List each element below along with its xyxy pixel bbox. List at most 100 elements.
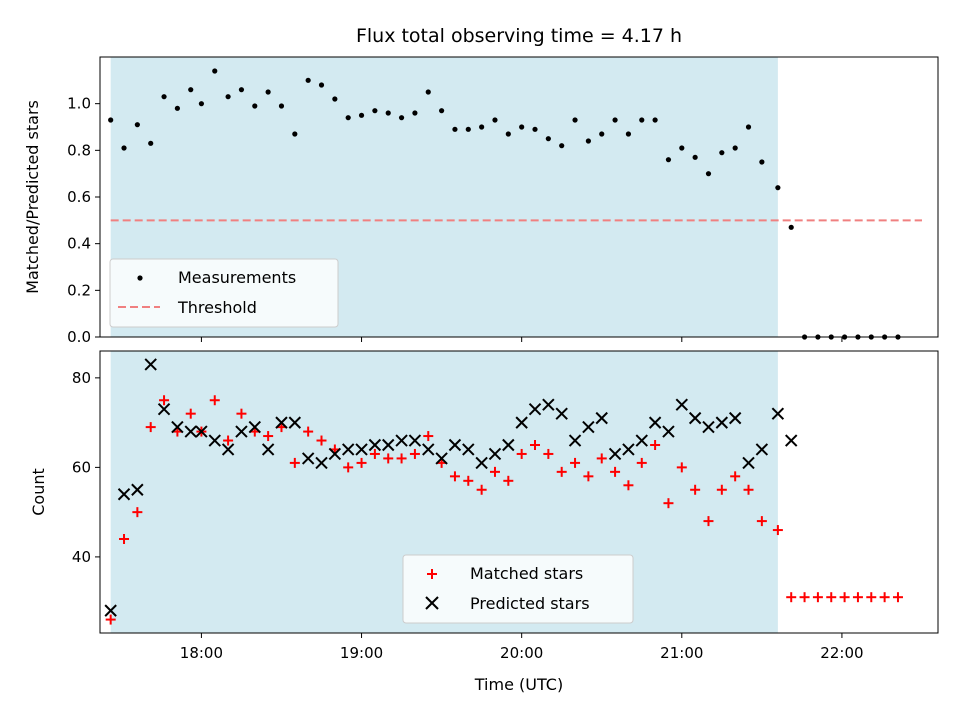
matched-star-point — [716, 484, 727, 495]
measurement-point — [775, 185, 781, 191]
predicted-star-point — [515, 416, 528, 429]
x-tick-label: 19:00 — [340, 644, 383, 662]
predicted-star-point — [117, 488, 131, 501]
ratio-x-ticks — [200, 337, 843, 342]
measurement-point — [412, 110, 418, 116]
predicted-star-point — [702, 420, 715, 434]
predicted-star-point — [368, 438, 382, 452]
matched-star-point — [516, 448, 527, 459]
predicted-star-point — [355, 443, 368, 456]
measurement-point — [479, 124, 485, 130]
count-legend: Matched stars Predicted stars — [402, 554, 634, 624]
count-y-ticks: 40 60 80 — [72, 369, 100, 566]
predicted-star-point — [195, 425, 208, 438]
count-x-ticks: 18:00 19:00 20:00 21:00 22:00 — [180, 633, 864, 662]
measurement-point — [732, 145, 738, 151]
measurement-point — [238, 87, 245, 93]
y-tick-label: 1.0 — [67, 95, 91, 113]
measurement-point — [612, 117, 618, 123]
predicted-star-point — [395, 434, 408, 447]
measurement-point — [639, 117, 645, 123]
matched-star-point — [892, 592, 903, 603]
predicted-star-point — [715, 416, 729, 429]
count-y-axis-label: Count — [29, 468, 48, 516]
measurement-point — [332, 96, 338, 102]
predicted-star-point — [221, 443, 235, 456]
matched-star-point — [159, 395, 170, 406]
measurement-point — [679, 145, 685, 151]
matched-star-point — [826, 592, 837, 603]
measurement-point — [759, 159, 765, 165]
predicted-star-point — [662, 425, 675, 438]
matched-star-point — [839, 592, 850, 603]
matched-star-point — [409, 448, 420, 459]
x-tick-label: 22:00 — [820, 644, 863, 662]
matched-star-point — [530, 440, 541, 450]
predicted-star-point — [595, 411, 608, 425]
matched-star-point — [449, 471, 460, 482]
predicted-star-point — [408, 434, 422, 447]
predicted-star-point — [341, 443, 355, 456]
matched-star-point — [650, 440, 661, 450]
measurement-point — [788, 224, 794, 230]
matched-star-point — [663, 498, 674, 509]
predicted-star-point — [131, 483, 144, 496]
matched-star-point — [396, 453, 407, 464]
predicted-star-point — [171, 420, 184, 434]
legend-measurements-label: Measurements — [178, 268, 296, 287]
measurement-point — [305, 77, 311, 83]
measurement-point — [719, 150, 725, 156]
x-tick-label: 21:00 — [660, 644, 703, 662]
y-tick-label: 80 — [72, 369, 91, 387]
matched-star-point — [636, 457, 647, 468]
predicted-star-point — [785, 434, 798, 447]
measurement-point — [532, 126, 538, 132]
measurement-point — [212, 68, 218, 74]
matched-star-point — [799, 592, 810, 603]
matched-star-point — [119, 534, 130, 544]
matched-star-point — [786, 592, 797, 603]
measurement-point — [745, 124, 752, 130]
predicted-star-point — [635, 434, 648, 447]
measurement-points-layer — [108, 68, 901, 340]
y-tick-label: 0.4 — [67, 235, 91, 253]
x-axis-label: Time (UTC) — [474, 675, 563, 694]
matched-star-point — [676, 462, 687, 473]
matched-star-point — [489, 466, 500, 477]
matched-star-point — [570, 457, 581, 468]
ratio-y-ticks: 0.0 0.2 0.4 0.6 0.8 1.0 — [67, 95, 100, 346]
predicted-star-point — [435, 452, 448, 465]
predicted-star-point — [742, 456, 755, 470]
measurement-point — [108, 117, 114, 123]
measurement-point — [134, 122, 140, 128]
y-tick-label: 0.6 — [67, 188, 91, 206]
legend-matched-marker — [427, 569, 437, 579]
y-tick-label: 60 — [72, 458, 91, 476]
matched-star-point — [223, 435, 234, 446]
measurement-point — [198, 101, 205, 107]
predicted-star-point — [422, 443, 435, 456]
measurement-point — [665, 157, 672, 163]
matched-star-point — [383, 453, 394, 464]
matched-star-point — [316, 435, 327, 446]
predicted-star-point — [248, 420, 261, 434]
matched-star-point — [476, 484, 487, 495]
ratio-y-axis-label: Matched/Predicted stars — [23, 100, 42, 294]
predicted-star-point — [622, 443, 635, 456]
legend-measurements-marker — [137, 275, 143, 281]
matched-star-point — [423, 431, 434, 442]
predicted-star-point — [555, 407, 568, 420]
ratio-panel: Flux total observing time = 4.17 h 0.00.… — [23, 25, 939, 346]
measurement-point — [345, 115, 351, 121]
matched-star-point — [463, 475, 474, 486]
matched-star-point — [209, 395, 220, 406]
measurement-point — [625, 131, 632, 137]
y-tick-label: 0.2 — [67, 281, 91, 299]
legend-matched-label: Matched stars — [470, 564, 583, 583]
measurement-point — [358, 112, 365, 118]
predicted-star-point — [771, 407, 785, 420]
measurement-point — [148, 140, 154, 146]
predicted-star-point — [288, 416, 302, 429]
matched-star-point — [812, 592, 823, 603]
measurement-point — [465, 126, 471, 132]
